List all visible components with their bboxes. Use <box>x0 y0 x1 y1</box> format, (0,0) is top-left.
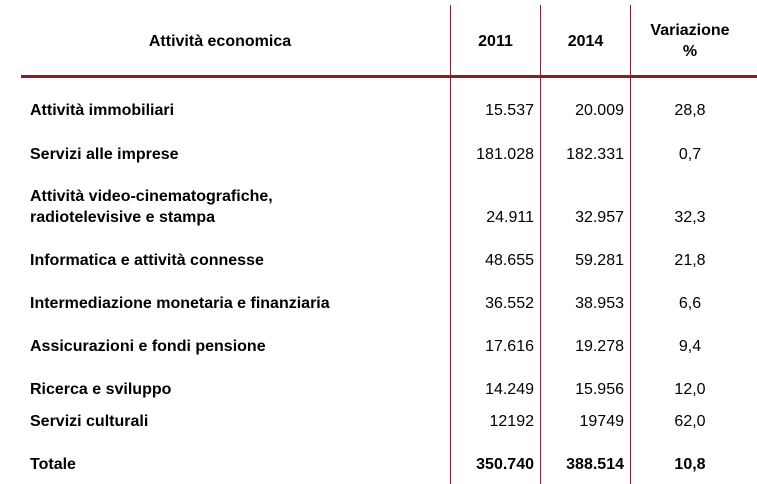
value-variation: 32,3 <box>674 209 706 226</box>
value-variation: 21,8 <box>674 252 706 269</box>
column-divider-2014 <box>540 5 541 484</box>
value-2011: 15.537 <box>485 102 534 119</box>
total-variation: 10,8 <box>674 456 706 473</box>
row-label: Intermediazione monetaria e finanziaria <box>30 295 330 312</box>
value-2011: 24.911 <box>486 209 534 226</box>
value-2011: 14.249 <box>485 381 534 398</box>
row-label: Attività immobiliari <box>30 102 175 119</box>
header-2011: 2011 <box>478 33 513 50</box>
value-2014: 15.956 <box>575 381 624 398</box>
header-variation: Variazione <box>650 22 730 39</box>
value-variation: 28,8 <box>674 102 706 119</box>
row-label-continued: radiotelevisive e stampa <box>30 209 215 226</box>
value-2014: 59.281 <box>575 252 624 269</box>
row-label: Servizi alle imprese <box>30 146 179 163</box>
value-variation: 0,7 <box>678 146 702 163</box>
row-label: Servizi culturali <box>30 413 149 430</box>
column-divider-2011 <box>450 5 451 484</box>
value-2011: 12192 <box>489 413 535 430</box>
value-2011: 36.552 <box>485 295 534 312</box>
value-2011: 181.028 <box>476 146 534 163</box>
value-2014: 19.278 <box>575 338 624 355</box>
value-2011: 48.655 <box>485 252 534 269</box>
value-2011: 17.616 <box>485 338 534 355</box>
value-2014: 19749 <box>579 413 625 430</box>
row-label: Attività video-cinematografiche, <box>30 188 273 205</box>
header-2014: 2014 <box>567 33 604 50</box>
row-label: Assicurazioni e fondi pensione <box>30 338 266 355</box>
value-2014: 182.331 <box>566 146 624 163</box>
value-variation: 62,0 <box>674 413 706 430</box>
value-variation: 9,4 <box>678 338 702 355</box>
value-2014: 20.009 <box>575 102 624 119</box>
total-label: Totale <box>30 456 76 473</box>
header-activity: Attività economica <box>148 33 292 50</box>
value-variation: 12,0 <box>674 381 706 398</box>
row-label: Informatica e attività connesse <box>30 252 264 269</box>
value-2014: 32.957 <box>575 209 624 226</box>
header-rule <box>21 75 757 78</box>
value-2014: 38.953 <box>575 295 624 312</box>
column-divider-variation <box>630 5 631 484</box>
row-label: Ricerca e sviluppo <box>30 381 172 398</box>
total-2014: 388.514 <box>566 456 624 473</box>
header-variation-unit: % <box>682 43 698 60</box>
total-2011: 350.740 <box>476 456 534 473</box>
value-variation: 6,6 <box>678 295 702 312</box>
